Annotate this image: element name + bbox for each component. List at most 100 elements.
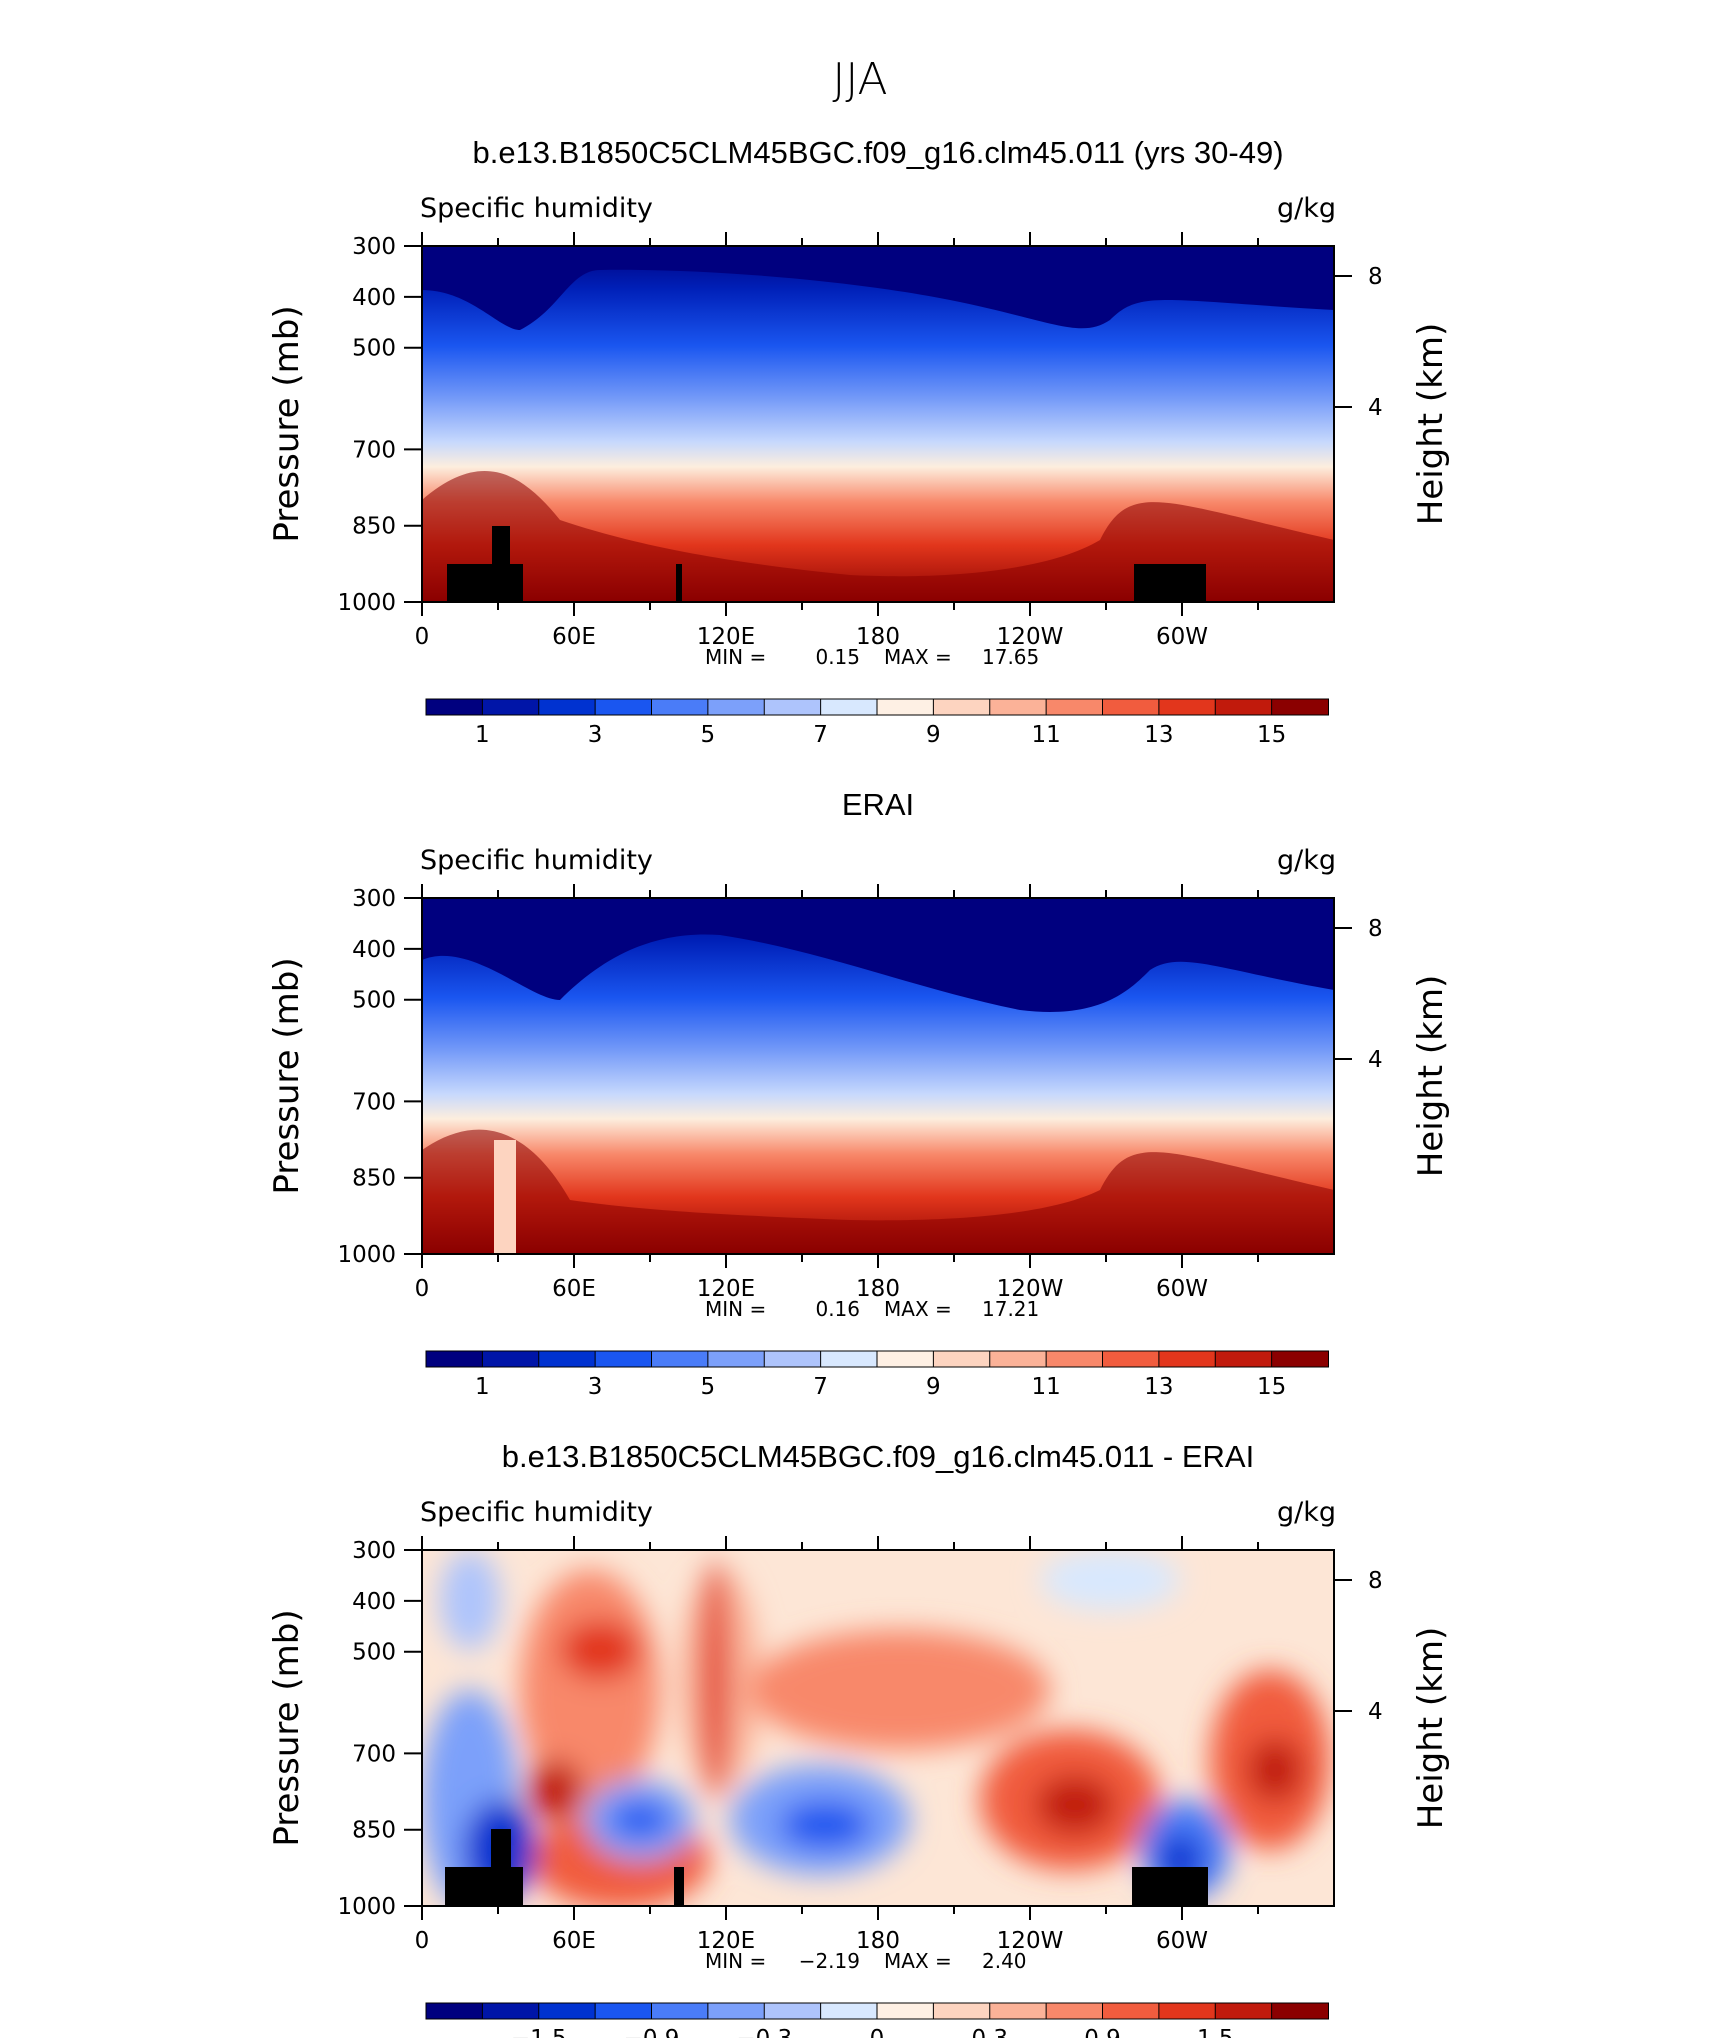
- height-tick-label: 4: [1368, 1047, 1383, 1073]
- colorbar-swatch: [876, 698, 935, 716]
- colorbar-label: 3: [588, 1374, 603, 1400]
- y-tick-label: 400: [352, 937, 396, 963]
- colorbar-swatch: [425, 2002, 484, 2020]
- x-tick-label: 0: [415, 1276, 430, 1302]
- colorbar-swatch: [932, 2002, 991, 2020]
- colorbar-label: 15: [1257, 722, 1286, 748]
- y-tick-label: 700: [352, 437, 396, 463]
- panel-1-topography: [447, 526, 1206, 602]
- colorbar-label: 7: [813, 1374, 828, 1400]
- colorbar-swatch: [651, 698, 709, 716]
- colorbar-swatch: [651, 1350, 709, 1368]
- colorbar-label: 1.5: [1197, 2026, 1234, 2038]
- x-tick-label: 60E: [552, 624, 596, 650]
- height-tick-label: 8: [1368, 916, 1383, 942]
- y-tick-label: 850: [352, 514, 396, 540]
- y-tick-label: 700: [352, 1741, 396, 1767]
- x-tick-label: 0: [415, 624, 430, 650]
- min-value: 0.15: [815, 645, 860, 669]
- colorbar-swatch: [989, 698, 1048, 716]
- panel-3-left-label: Specific humidity: [420, 1497, 653, 1528]
- colorbar-swatch: [538, 698, 597, 716]
- max-label: MAX =: [884, 1297, 952, 1321]
- colorbar-swatch: [594, 1350, 653, 1368]
- y-tick-label: 500: [352, 336, 396, 362]
- colorbar-swatch: [1102, 698, 1160, 716]
- colorbar-swatch: [932, 698, 991, 716]
- x-tick-label: 120E: [697, 624, 755, 650]
- colorbar-label: 0.9: [1084, 2026, 1121, 2038]
- y-tick-label: 300: [352, 1538, 396, 1564]
- y-tick-label: 400: [352, 285, 396, 311]
- height-tick-label: 8: [1368, 264, 1383, 290]
- colorbar-label: 5: [701, 1374, 716, 1400]
- height-axis-title: Height (km): [1411, 975, 1451, 1178]
- panel-1-title: b.e13.B1850C5CLM45BGC.f09_g16.clm45.011 …: [472, 135, 1283, 170]
- x-tick-label: 60W: [1156, 1928, 1208, 1954]
- colorbar-label: 11: [1031, 722, 1060, 748]
- colorbar-swatch: [481, 698, 540, 716]
- y-tick-label: 850: [352, 1166, 396, 1192]
- colorbar-label: 3: [588, 722, 603, 748]
- colorbar-label: 9: [926, 722, 941, 748]
- colorbar-swatch: [1102, 1350, 1160, 1368]
- y-tick-label: 1000: [337, 1242, 396, 1268]
- panel-2-field: [422, 898, 1334, 1254]
- colorbar-label: 0: [870, 2026, 885, 2038]
- colorbar-swatch: [763, 2002, 822, 2020]
- colorbar-swatch: [1158, 698, 1217, 716]
- x-tick-label: 60E: [552, 1276, 596, 1302]
- y-tick-label: 1000: [337, 1894, 396, 1920]
- y-tick-label: 700: [352, 1089, 396, 1115]
- x-tick-label: 120W: [997, 624, 1064, 650]
- colorbar-label: 0.3: [971, 2026, 1008, 2038]
- panel-1-left-label: Specific humidity: [420, 193, 653, 224]
- y-tick-label: 1000: [337, 590, 396, 616]
- max-value: 17.21: [982, 1297, 1039, 1321]
- y-tick-label: 500: [352, 988, 396, 1014]
- y-tick-label: 400: [352, 1589, 396, 1615]
- page-title: JJA: [832, 54, 887, 105]
- colorbar-swatch: [1214, 698, 1273, 716]
- colorbar-label: 1: [475, 722, 490, 748]
- colorbar-swatch: [707, 1350, 766, 1368]
- colorbar-label: 13: [1144, 1374, 1173, 1400]
- colorbar-label: −0.3: [736, 2026, 792, 2038]
- colorbar-swatch: [1214, 2002, 1273, 2020]
- colorbar-label: 9: [926, 1374, 941, 1400]
- panel-1-field: [422, 246, 1334, 602]
- x-tick-label: 120E: [697, 1276, 755, 1302]
- colorbar-swatch: [1102, 2002, 1160, 2020]
- y-tick-label: 500: [352, 1640, 396, 1666]
- colorbar-swatch: [651, 2002, 709, 2020]
- panel-2-axes: 300 400 500 700 850 1000 8 4 0 60E 120E 180 120W 60W P…: [267, 884, 1451, 1400]
- y-axis-title: Pressure (mb): [267, 1609, 307, 1846]
- colorbar-swatch: [481, 2002, 540, 2020]
- height-tick-label: 8: [1368, 1568, 1383, 1594]
- x-tick-label: 60W: [1156, 624, 1208, 650]
- colorbar-swatch: [763, 698, 822, 716]
- x-tick-label: 180: [856, 1276, 900, 1302]
- colorbar-swatch: [932, 1350, 991, 1368]
- panel-1: b.e13.B1850C5CLM45BGC.f09_g16.clm45.011 …: [420, 135, 1336, 603]
- colorbar-label: 15: [1257, 1374, 1286, 1400]
- colorbar-swatch: [538, 1350, 597, 1368]
- colorbar-swatch: [820, 698, 878, 716]
- panel-3-axes: 300 400 500 700 850 1000 8 4 0 60E 120E 180 120W 60W P…: [267, 1536, 1451, 2038]
- colorbar-swatch: [1271, 2002, 1329, 2020]
- panel-3-topography: [445, 1829, 1208, 1906]
- x-tick-label: 60E: [552, 1928, 596, 1954]
- colorbar-swatch: [1271, 1350, 1329, 1368]
- height-axis-title: Height (km): [1411, 323, 1451, 526]
- x-tick-label: 120W: [997, 1276, 1064, 1302]
- colorbar-swatch: [820, 1350, 878, 1368]
- x-tick-label: 120W: [997, 1928, 1064, 1954]
- colorbar-swatch: [1045, 2002, 1104, 2020]
- colorbar-label: −0.9: [624, 2026, 680, 2038]
- colorbar-swatch: [1158, 1350, 1217, 1368]
- height-axis-title: Height (km): [1411, 1627, 1451, 1830]
- colorbar-swatch: [707, 2002, 766, 2020]
- colorbar-label: 7: [813, 722, 828, 748]
- height-tick-label: 4: [1368, 395, 1383, 421]
